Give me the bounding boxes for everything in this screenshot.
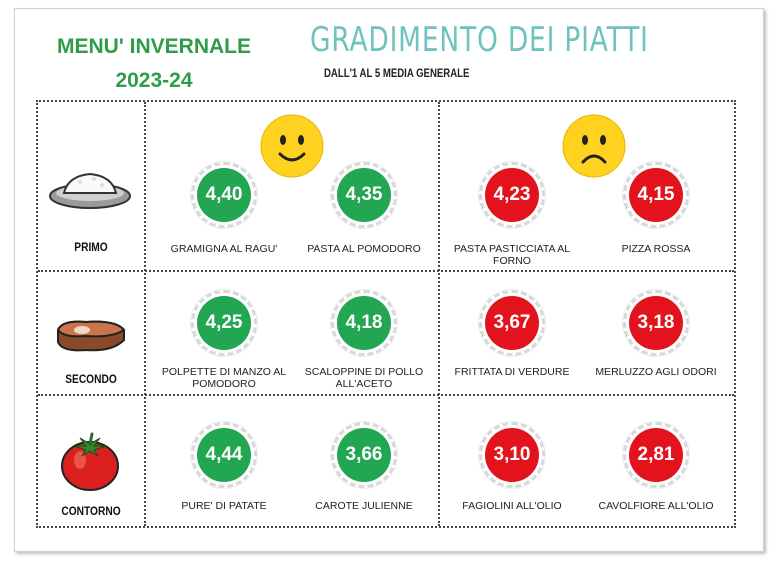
- meat-steak-icon: [56, 320, 126, 352]
- score-badge: 3,67: [479, 290, 545, 356]
- dish-name: GRAMIGNA AL RAGU': [170, 243, 278, 255]
- dish-name: FAGIOLINI ALL'OLIO: [462, 500, 562, 512]
- dish-name: CAROTE JULIENNE: [315, 500, 413, 512]
- score-badge: 4,35: [331, 162, 397, 228]
- ratings-grid: [36, 100, 736, 528]
- score-badge: 4,15: [623, 162, 689, 228]
- page-subtitle: DALL'1 AL 5 MEDIA GENERALE: [324, 66, 470, 80]
- dish-name: PIZZA ROSSA: [621, 243, 691, 255]
- dish-name: FRITTATA DI VERDURE: [454, 366, 570, 378]
- grid-divider: [38, 270, 734, 272]
- grid-divider: [38, 394, 734, 396]
- frowning-face-icon: [562, 114, 626, 178]
- score-badge: 3,18: [623, 290, 689, 356]
- smiley-face-icon: [260, 114, 324, 178]
- score-badge: 4,18: [331, 290, 397, 356]
- menu-title-year: 2023-24: [115, 69, 193, 92]
- score-badge: 3,66: [331, 422, 397, 488]
- score-value: 4,23: [485, 168, 539, 222]
- score-value: 4,25: [197, 296, 251, 350]
- score-badge: 4,40: [191, 162, 257, 228]
- grid-divider: [438, 102, 440, 526]
- dish-name: PURE' DI PATATE: [181, 500, 267, 512]
- score-value: 4,18: [337, 296, 391, 350]
- score-badge: 2,81: [623, 422, 689, 488]
- score-badge: 3,10: [479, 422, 545, 488]
- grid-divider: [144, 102, 146, 526]
- page-title: GRADIMENTO DEI PIATTI: [310, 20, 649, 60]
- rice-plate-icon: [49, 172, 131, 209]
- dish-name: MERLUZZO AGLI ODORI: [595, 366, 717, 378]
- score-value: 3,67: [485, 296, 539, 350]
- dish-name: SCALOPPINE DI POLLO ALL'ACETO: [304, 366, 424, 390]
- score-value: 4,35: [337, 168, 391, 222]
- category-label-contorno: CONTORNO: [61, 504, 121, 518]
- menu-title-line1: MENU' INVERNALE: [56, 35, 251, 58]
- dish-name: POLPETTE DI MANZO AL POMODORO: [161, 366, 287, 390]
- category-label-primo: PRIMO: [74, 240, 108, 254]
- dish-name: CAVOLFIORE ALL'OLIO: [598, 500, 714, 512]
- category-label-secondo: SECONDO: [65, 372, 117, 386]
- score-value: 4,15: [629, 168, 683, 222]
- tomato-icon: [61, 432, 119, 491]
- score-value: 4,44: [197, 428, 251, 482]
- score-value: 4,40: [197, 168, 251, 222]
- score-value: 3,66: [337, 428, 391, 482]
- score-value: 3,10: [485, 428, 539, 482]
- dish-name: PASTA PASTICCIATA AL FORNO: [453, 243, 571, 267]
- menu-title: MENU' INVERNALE 2023-24: [24, 30, 284, 98]
- score-value: 2,81: [629, 428, 683, 482]
- score-badge: 4,25: [191, 290, 257, 356]
- score-value: 3,18: [629, 296, 683, 350]
- score-badge: 4,23: [479, 162, 545, 228]
- dish-name: PASTA AL POMODORO: [307, 243, 421, 255]
- score-badge: 4,44: [191, 422, 257, 488]
